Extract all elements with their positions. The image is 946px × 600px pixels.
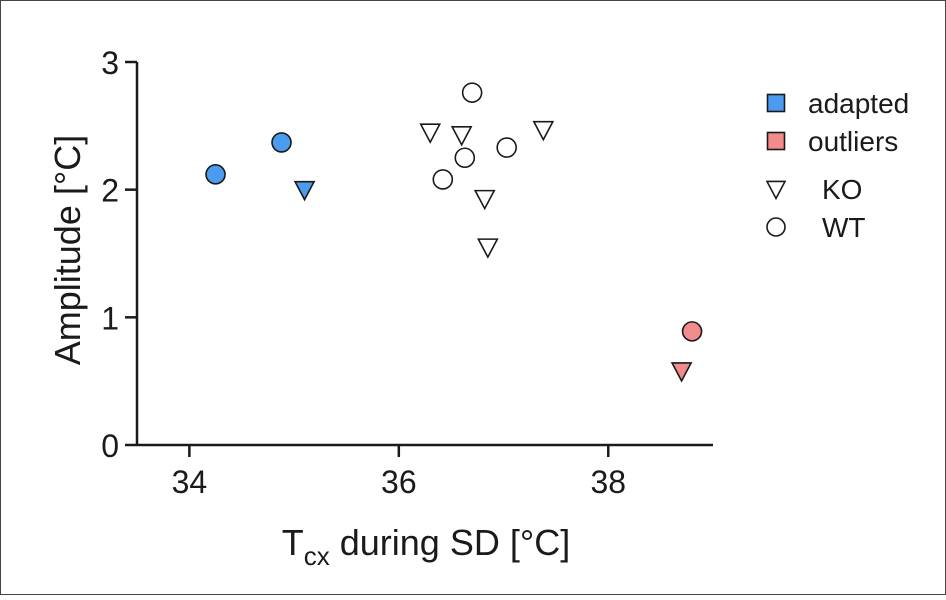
axes: 0 1 2 3 34 36 38 <box>101 45 713 500</box>
y-tick-label: 3 <box>101 45 119 81</box>
x-axis-label: Tcx during SD [°C] <box>282 522 571 571</box>
wt-data-point <box>205 164 226 185</box>
x-tick-label: 38 <box>590 464 626 500</box>
data-points <box>205 82 703 383</box>
wt-data-point <box>496 137 517 158</box>
legend-marker-outliers <box>766 131 786 151</box>
legend-label-adapted: adapted <box>808 88 909 119</box>
x-axis-label-main: T <box>282 522 304 563</box>
legend-label-outliers: outliers <box>808 126 898 157</box>
legend-marker-adapted <box>766 93 786 113</box>
ko-data-point <box>477 238 499 259</box>
x-axis-label-rest: during SD [°C] <box>330 522 571 563</box>
legend-label-wt: WT <box>822 212 866 243</box>
wt-data-point <box>432 169 454 190</box>
ko-data-point <box>473 189 496 211</box>
ko-data-point <box>419 123 442 144</box>
x-tick-label: 36 <box>381 464 417 500</box>
ko-data-point <box>450 125 473 147</box>
y-axis-label: Amplitude [°C] <box>47 135 88 365</box>
x-axis-label-subscript: cx <box>304 541 330 571</box>
wt-data-point <box>454 147 476 169</box>
ko-data-point <box>293 180 316 202</box>
legend-label-ko: KO <box>822 174 862 205</box>
wt-data-point <box>681 321 703 342</box>
wt-data-point <box>461 82 483 103</box>
ko-data-point <box>532 120 555 142</box>
legend-marker-wt <box>766 217 786 237</box>
x-ticks: 34 36 38 <box>172 445 626 500</box>
x-tick-label: 34 <box>172 464 208 500</box>
wt-data-point <box>271 132 292 153</box>
ko-data-point <box>670 362 693 383</box>
y-tick-label: 1 <box>101 300 119 336</box>
legend-marker-ko <box>765 180 787 201</box>
y-tick-label: 2 <box>101 173 119 209</box>
y-ticks: 0 1 2 3 <box>101 45 137 464</box>
y-tick-label: 0 <box>101 428 119 464</box>
legend: adapted outliers KO WT <box>765 88 909 243</box>
